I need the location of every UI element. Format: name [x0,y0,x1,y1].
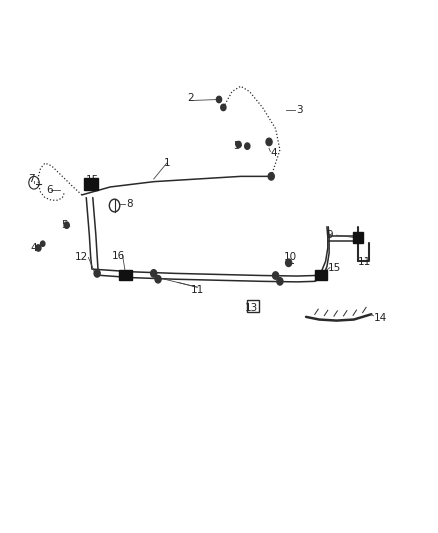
Circle shape [277,278,283,285]
Circle shape [216,96,222,103]
Bar [315,270,327,280]
Circle shape [155,276,161,283]
Text: 5: 5 [233,141,240,151]
Text: 11: 11 [191,285,204,295]
Circle shape [36,245,41,251]
Circle shape [64,222,69,228]
Text: 11: 11 [358,257,371,267]
Text: 10: 10 [284,253,297,262]
Text: 1: 1 [163,158,170,168]
Text: 15: 15 [328,263,341,272]
Circle shape [245,143,250,149]
Text: 7: 7 [28,174,35,184]
Bar [353,231,363,243]
Bar [247,300,259,312]
Circle shape [41,241,45,246]
Text: 3: 3 [296,105,303,115]
Text: 2: 2 [187,93,194,103]
Text: 14: 14 [374,313,387,323]
Circle shape [236,141,241,148]
Circle shape [286,259,292,266]
Text: 9: 9 [327,230,333,240]
Circle shape [94,270,100,277]
Text: 15: 15 [86,175,99,185]
Text: 8: 8 [127,199,133,209]
Text: 12: 12 [75,253,88,262]
Text: 16: 16 [112,251,126,261]
Text: 4: 4 [31,243,37,253]
Circle shape [266,138,272,146]
Text: 4: 4 [270,148,277,158]
Circle shape [151,270,157,277]
Text: 6: 6 [46,184,53,195]
Circle shape [272,272,279,279]
Bar [84,179,98,190]
Bar [119,270,131,280]
Circle shape [221,104,226,111]
Text: 13: 13 [245,303,258,313]
Text: 5: 5 [61,220,68,230]
Circle shape [268,173,274,180]
